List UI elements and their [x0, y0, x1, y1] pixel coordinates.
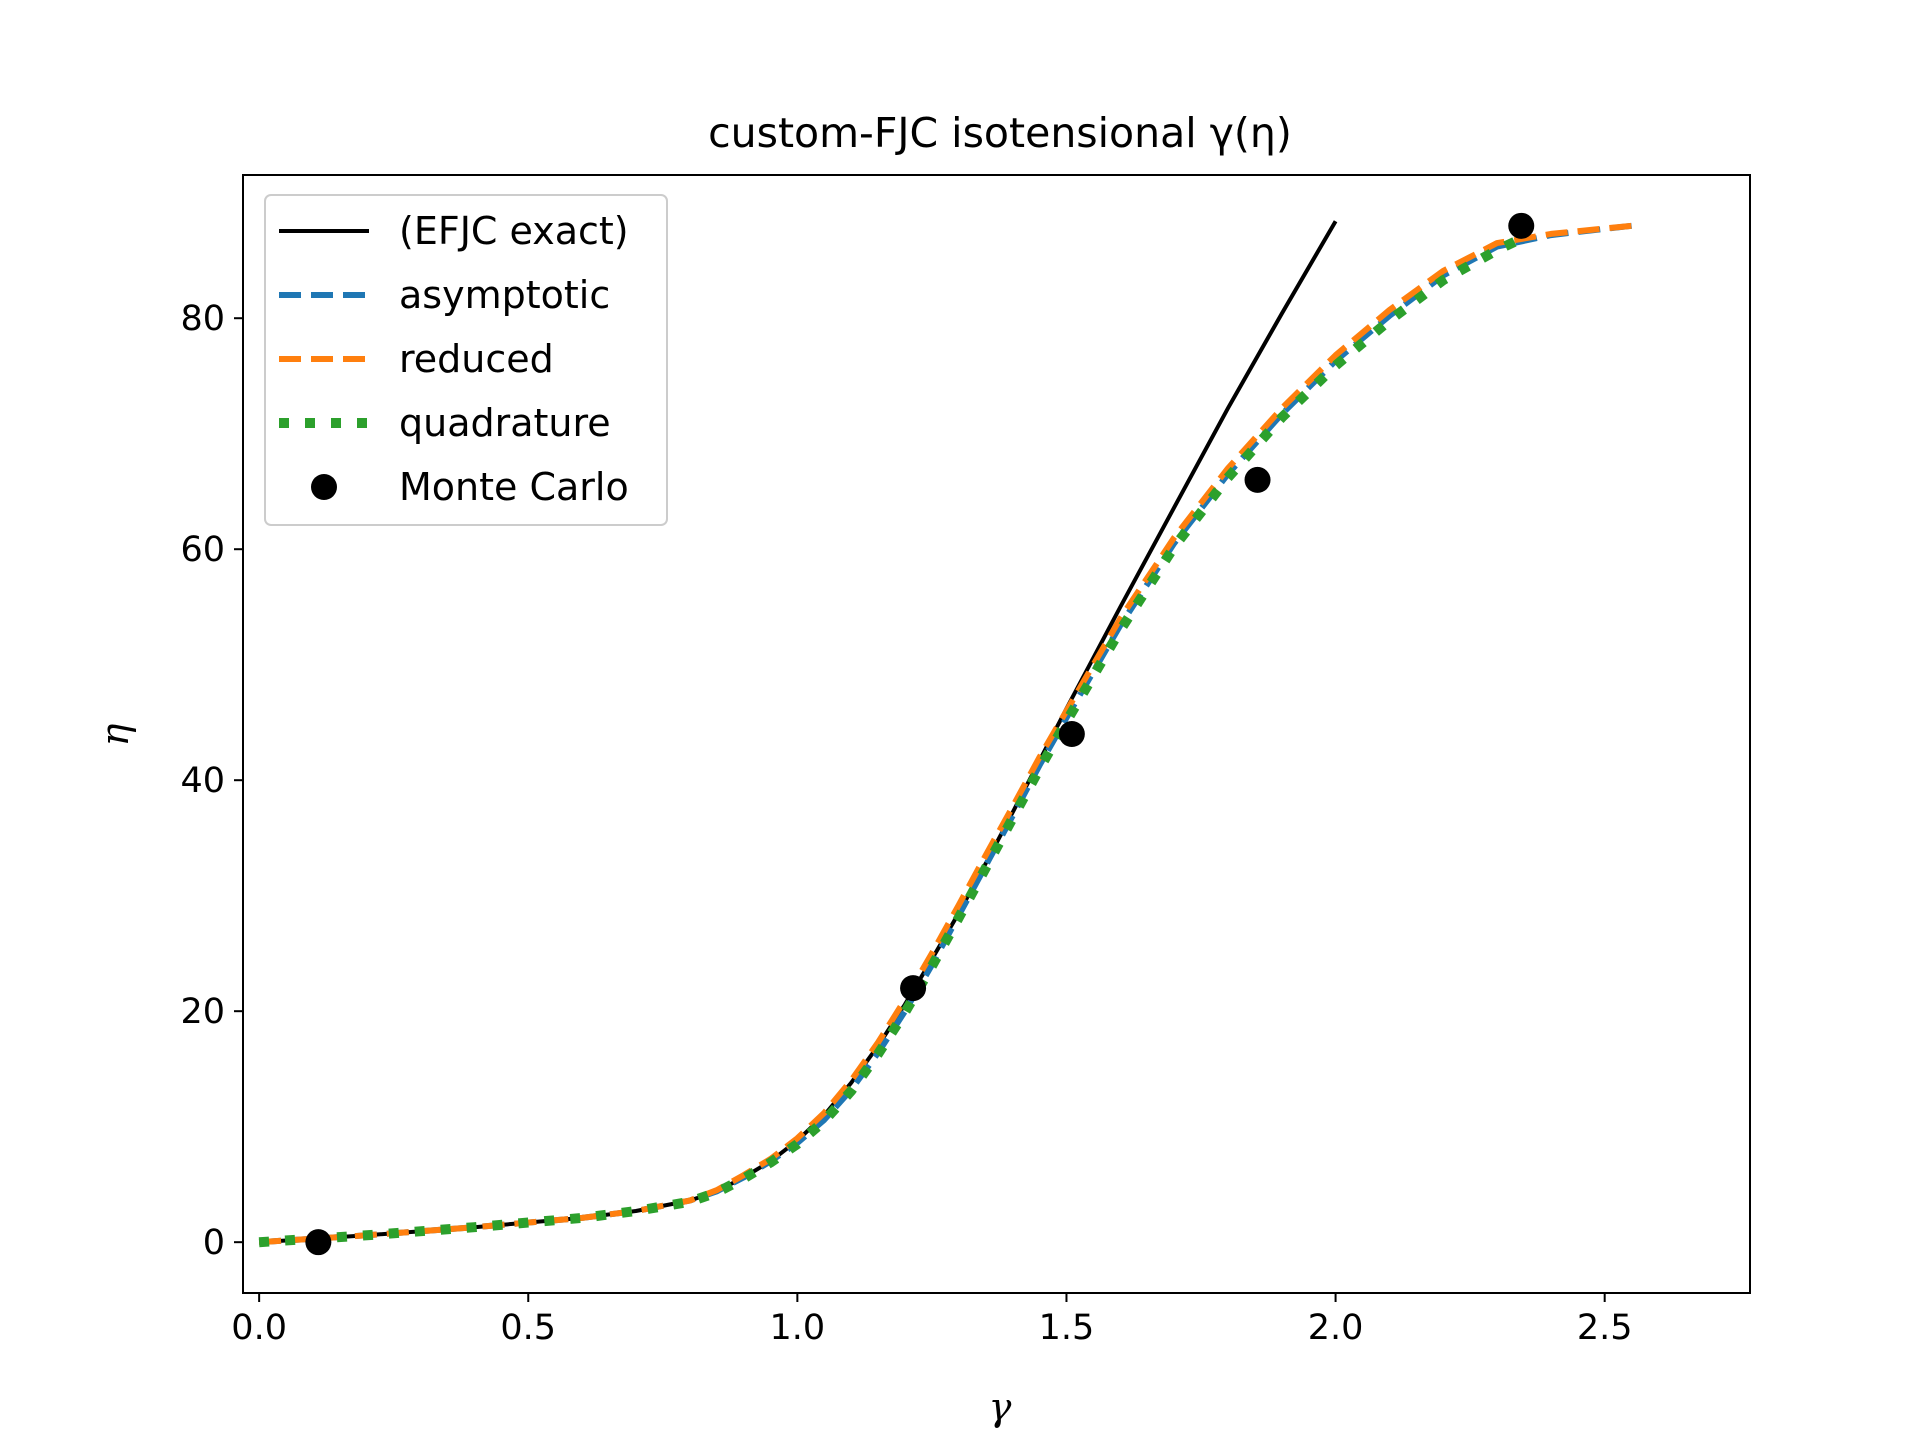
x-tick-label: 2.5: [1577, 1308, 1633, 1348]
x-tick-label: 0.5: [500, 1308, 556, 1348]
quadrature-series-line: [258, 232, 1527, 1248]
monte-carlo-point: [1244, 466, 1271, 493]
legend: (EFJC exact) asymptotic reduced quadrature M…: [264, 194, 668, 526]
monte-carlo-point: [1508, 212, 1535, 239]
y-axis-label: η: [93, 723, 137, 746]
monte-carlo-point: [1058, 721, 1085, 747]
x-tick-label: 1.5: [1039, 1308, 1095, 1348]
legend-box: [264, 194, 668, 526]
legend-label-efjc-exact: (EFJC exact): [399, 209, 629, 253]
y-tick-label: 40: [180, 761, 225, 801]
monte-carlo-point: [305, 1229, 332, 1256]
y-tick-label: 80: [180, 299, 225, 339]
legend-label-reduced: reduced: [399, 337, 554, 381]
x-axis: 0.0 0.5 1.0 1.5 2.0 2.5: [231, 1293, 1633, 1348]
y-tick-label: 60: [180, 530, 225, 570]
plot-frame: [242, 174, 1751, 1294]
chart-title: custom-FJC isotensional γ(η): [708, 109, 1292, 157]
legend-label-monte-carlo: Monte Carlo: [399, 465, 629, 509]
y-tick-label: 0: [203, 1223, 225, 1263]
x-tick-label: 0.0: [231, 1308, 287, 1348]
plot-area: [258, 212, 1632, 1256]
x-tick-label: 1.0: [770, 1308, 826, 1348]
y-tick-label: 20: [180, 992, 225, 1032]
x-axis-label: γ: [989, 1385, 1012, 1429]
legend-label-quadrature: quadrature: [399, 401, 611, 445]
legend-label-asymptotic: asymptotic: [399, 273, 610, 317]
monte-carlo-point: [900, 975, 927, 1002]
legend-swatch-monte-carlo: [311, 474, 337, 500]
y-axis: 0 20 40 60 80: [180, 299, 243, 1263]
x-tick-label: 2.0: [1308, 1308, 1364, 1348]
